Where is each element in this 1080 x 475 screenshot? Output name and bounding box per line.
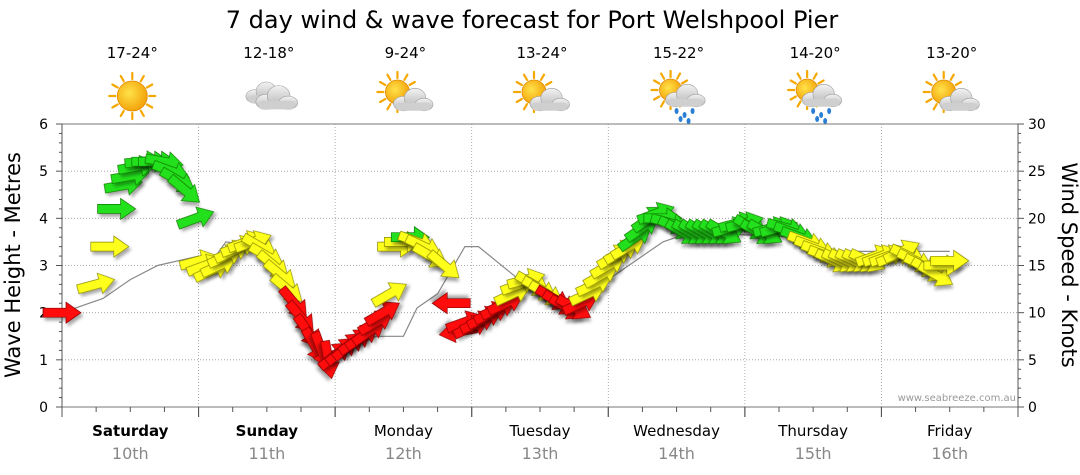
right-tick-label: 5 xyxy=(1028,353,1037,369)
sunny-icon xyxy=(108,71,157,121)
day-label: Saturday xyxy=(92,422,169,440)
wind-arrow xyxy=(42,301,82,324)
wind-arrow xyxy=(90,235,130,258)
showers-icon xyxy=(650,69,706,124)
weather-row: 17-24° 12-18° 9-24° 13-24° 15-22° 14-20° 13-20… xyxy=(107,44,980,124)
temp-label: 15-22° xyxy=(653,44,704,62)
date-label: 15th xyxy=(795,444,832,463)
left-axis-title: Wave Height - Metres xyxy=(1,152,25,378)
temp-label: 17-24° xyxy=(107,44,158,62)
wind-arrow xyxy=(175,206,215,230)
showers-icon xyxy=(787,69,843,124)
wind-arrow xyxy=(76,272,116,295)
day-label: Thursday xyxy=(777,422,848,440)
date-label: 14th xyxy=(658,444,695,463)
left-tick-label: 0 xyxy=(39,400,48,416)
left-tick-label: 5 xyxy=(39,164,48,180)
x-axis: Saturday 10th Sunday 11th Monday 12th Tuesday 1… xyxy=(61,407,1019,463)
partly-cloudy-icon xyxy=(922,70,980,114)
date-label: 12th xyxy=(385,444,422,463)
left-tick-label: 6 xyxy=(39,117,48,133)
right-tick-label: 10 xyxy=(1028,306,1046,322)
date-label: 16th xyxy=(931,444,968,463)
wind-arrow xyxy=(431,292,471,315)
right-tick-label: 0 xyxy=(1028,400,1037,416)
wind-arrow xyxy=(426,249,460,279)
day-label: Monday xyxy=(374,422,433,440)
date-label: 13th xyxy=(522,444,559,463)
wind-speed-series xyxy=(42,150,970,380)
day-label: Friday xyxy=(927,422,973,440)
date-label: 10th xyxy=(112,444,149,463)
left-tick-label: 4 xyxy=(39,211,48,227)
date-label: 11th xyxy=(248,444,285,463)
wind-arrow xyxy=(166,173,200,203)
wind-arrow xyxy=(370,282,407,308)
chart-title: 7 day wind & wave forecast for Port Wels… xyxy=(226,6,839,34)
left-tick-label: 1 xyxy=(39,353,48,369)
left-axis: 0123456 xyxy=(39,117,63,416)
day-label: Sunday xyxy=(236,422,299,440)
wind-arrow xyxy=(363,301,400,327)
cloudy-icon xyxy=(245,81,298,110)
temp-label: 13-20° xyxy=(926,44,977,62)
right-axis: 0 5 10 15 20 25 30 xyxy=(1017,117,1046,416)
right-tick-label: 15 xyxy=(1028,259,1046,275)
temp-label: 9-24° xyxy=(385,44,427,62)
temp-label: 12-18° xyxy=(243,44,294,62)
day-label: Tuesday xyxy=(508,422,570,440)
right-tick-label: 30 xyxy=(1028,117,1046,133)
left-tick-label: 3 xyxy=(39,259,48,275)
right-axis-title: Wind Speed - Knots xyxy=(1057,162,1080,367)
wind-arrow xyxy=(930,249,970,272)
temp-label: 14-20° xyxy=(790,44,841,62)
partly-cloudy-icon xyxy=(376,70,434,114)
partly-cloudy-icon xyxy=(512,70,570,114)
right-tick-label: 25 xyxy=(1028,164,1046,180)
temp-label: 13-24° xyxy=(516,44,567,62)
credit-text: www.seabreeze.com.au xyxy=(898,393,1016,404)
right-tick-label: 20 xyxy=(1028,211,1046,227)
wind-arrow xyxy=(97,197,137,221)
day-label: Wednesday xyxy=(633,422,720,440)
